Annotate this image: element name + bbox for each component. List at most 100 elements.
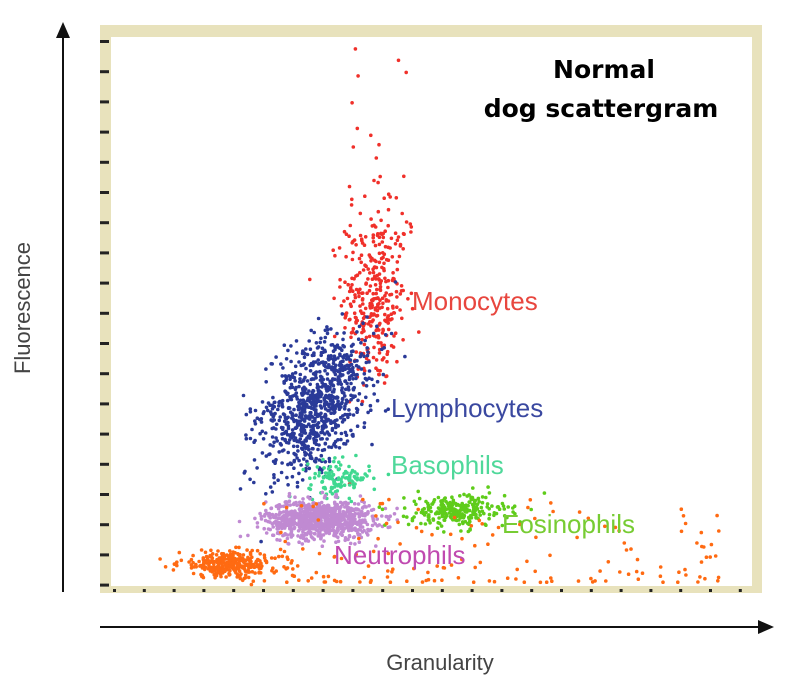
point-eosinophils [459, 529, 463, 533]
point-debris [435, 564, 440, 568]
point-neutrophils [306, 522, 311, 527]
point-neutrophils [350, 507, 355, 511]
point-neutrophils [298, 527, 302, 531]
point-debris [598, 569, 602, 573]
point-basophils [352, 485, 356, 490]
point-neutrophils [392, 512, 397, 516]
point-neutrophils [358, 524, 363, 529]
point-neutrophils [304, 508, 308, 513]
point-eosinophils [506, 505, 511, 509]
point-debris [473, 565, 478, 570]
point-debris [285, 555, 290, 559]
point-neutrophils [280, 526, 284, 531]
y-tick [100, 251, 109, 255]
point-neutrophils [276, 503, 280, 508]
point-lymphocytes [302, 385, 306, 390]
point-lymphocytes [308, 382, 313, 387]
point-neutrophils [335, 503, 340, 507]
point-debris [460, 536, 464, 541]
point-monocytes [388, 318, 393, 322]
point-debris [221, 567, 225, 572]
point-lymphocytes [244, 433, 248, 437]
point-eosinophils [461, 515, 466, 519]
point-lymphocytes [349, 362, 354, 367]
point-lymphocytes [323, 420, 328, 424]
point-neutrophils [271, 525, 276, 529]
point-debris [338, 579, 343, 584]
point-debris [551, 509, 555, 514]
point-lymphocytes [367, 360, 371, 364]
point-neutrophils [255, 521, 260, 525]
point-monocytes [371, 313, 376, 317]
point-debris [487, 579, 492, 583]
point-debris [227, 559, 232, 563]
point-lymphocytes [312, 419, 317, 423]
point-eosinophils [436, 520, 441, 525]
point-lymphocytes [356, 398, 360, 403]
point-debris [204, 560, 208, 565]
x-tick [530, 589, 534, 592]
point-neutrophils [347, 534, 352, 539]
point-monocytes [380, 296, 385, 301]
point-neutrophils [314, 523, 319, 528]
point-monocytes [347, 184, 352, 189]
point-lymphocytes [304, 366, 308, 371]
point-debris [255, 548, 260, 553]
point-monocytes [357, 256, 362, 261]
point-lymphocytes [271, 444, 275, 448]
point-lymphocytes [309, 428, 313, 433]
point-neutrophils [271, 533, 276, 538]
point-neutrophils [374, 544, 378, 548]
point-lymphocytes [340, 312, 345, 316]
point-debris [251, 579, 256, 583]
y-tick [100, 130, 109, 134]
point-lymphocytes [337, 446, 342, 450]
point-lymphocytes [337, 375, 341, 379]
point-neutrophils [357, 540, 362, 544]
point-neutrophils [301, 536, 306, 540]
point-lymphocytes [319, 350, 324, 355]
point-lymphocytes [333, 372, 338, 377]
point-debris [492, 579, 497, 584]
point-lymphocytes [316, 358, 321, 362]
point-debris [362, 575, 367, 580]
point-monocytes [393, 231, 398, 235]
point-lymphocytes [305, 436, 309, 440]
point-monocytes [385, 306, 390, 311]
point-monocytes [401, 247, 406, 251]
point-eosinophils [429, 509, 433, 514]
point-lymphocytes [338, 360, 343, 365]
point-debris [538, 580, 543, 585]
point-lymphocytes [298, 377, 302, 381]
point-lymphocytes [272, 440, 276, 445]
point-lymphocytes [357, 324, 362, 329]
point-monocytes [389, 236, 394, 241]
point-debris [241, 553, 246, 557]
point-debris [279, 530, 283, 535]
point-lymphocytes [305, 379, 310, 383]
point-lymphocytes [325, 331, 330, 336]
point-lymphocytes [311, 426, 315, 431]
point-neutrophils [375, 517, 380, 521]
point-basophils [338, 483, 342, 488]
point-lymphocytes [323, 368, 327, 373]
point-monocytes [358, 211, 363, 216]
point-lymphocytes [288, 377, 292, 382]
point-lymphocytes [323, 441, 328, 446]
point-monocytes [352, 277, 356, 281]
point-debris [250, 548, 254, 553]
point-eosinophils [450, 495, 454, 500]
point-neutrophils [336, 515, 340, 519]
point-debris [626, 572, 631, 576]
point-monocytes [360, 399, 365, 404]
point-debris [473, 543, 477, 548]
point-lymphocytes [286, 424, 291, 428]
point-debris [245, 548, 249, 552]
point-neutrophils [293, 521, 298, 526]
point-monocytes [358, 304, 362, 308]
point-eosinophils [468, 527, 472, 531]
point-neutrophils [309, 519, 314, 524]
point-basophils [333, 490, 338, 494]
point-lymphocytes [284, 429, 289, 434]
point-monocytes [391, 304, 395, 309]
